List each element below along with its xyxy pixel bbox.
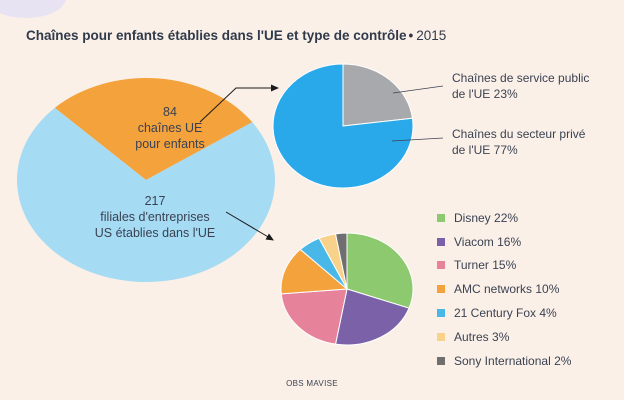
label-private-channels: Chaînes du secteur privé de l'UE 77% (452, 126, 585, 158)
chart-title: Chaînes pour enfants établies dans l'UE … (26, 28, 446, 43)
swatch-viacom (437, 237, 445, 246)
pie-total (17, 78, 276, 283)
us-label-line-2: US établies dans l'UE (94, 226, 216, 240)
legend-item-fox: 21 Century Fox 4% (437, 301, 571, 325)
swatch-amc (437, 285, 445, 294)
arrow-us-to-company-pie (225, 211, 271, 239)
leader-line-prive (391, 137, 444, 142)
ue-channels-label: 84 chaînes UE pour enfants (90, 104, 250, 152)
arrow-head-us (265, 233, 274, 241)
slice-turner (280, 288, 348, 345)
company-legend: Disney 22% Viacom 16% Turner 15% AMC net… (437, 206, 571, 373)
us-subsidiaries-label: 217 filiales d'entreprises US établies d… (60, 193, 250, 241)
slice-public (342, 63, 414, 127)
slice-viacom (334, 288, 410, 346)
arrow-head-ue (271, 84, 279, 92)
legend-item-sony: Sony International 2% (437, 349, 571, 373)
legend-item-viacom: Viacom 16% (437, 230, 571, 254)
arrows (199, 84, 444, 241)
us-count: 217 (144, 194, 166, 208)
title-year: 2015 (416, 28, 447, 43)
legend-label-turner: Turner 15% (454, 258, 517, 273)
legend-label-autres: Autres 3% (454, 329, 510, 344)
ue-label-line-2: pour enfants (135, 137, 205, 151)
title-bullet: • (408, 28, 414, 43)
legend-item-turner: Turner 15% (437, 254, 571, 278)
source-credit: OBS MAVISE (286, 379, 338, 388)
slice-amc (280, 248, 349, 295)
decorative-circle (0, 0, 66, 18)
pie-controle-ue (272, 63, 414, 189)
legend-item-autres: Autres 3% (437, 325, 571, 349)
public-line-1: Chaînes de service public (452, 71, 590, 85)
legend-label-viacom: Viacom 16% (454, 234, 522, 249)
swatch-turner (437, 261, 445, 270)
swatch-sony (437, 356, 445, 365)
title-main: Chaînes pour enfants établies dans l'UE … (26, 28, 407, 43)
slice-disney (346, 232, 414, 309)
legend-label-disney: Disney 22% (454, 210, 519, 225)
slice-sony (334, 232, 348, 290)
swatch-fox (437, 309, 445, 318)
prive-line-2: de l'UE 77% (452, 143, 518, 157)
slice-us (17, 107, 276, 283)
slice-ue (54, 78, 253, 180)
swatch-disney (437, 213, 445, 222)
leader-line-public (392, 85, 444, 94)
legend-label-sony: Sony International 2% (454, 353, 572, 368)
public-line-2: de l'UE 23% (452, 87, 518, 101)
legend-item-amc: AMC networks 10% (437, 277, 571, 301)
ue-label-line-1: chaînes UE (137, 121, 203, 135)
us-label-line-1: filiales d'entreprises (100, 210, 210, 224)
swatch-autres (437, 332, 445, 341)
pie-filiales-us (280, 232, 414, 346)
ue-count: 84 (163, 105, 177, 119)
label-public-channels: Chaînes de service public de l'UE 23% (452, 70, 589, 102)
legend-item-disney: Disney 22% (437, 206, 571, 230)
arrow-ue-to-control-pie (199, 87, 275, 123)
prive-line-1: Chaînes du secteur privé (452, 127, 586, 141)
legend-label-amc: AMC networks 10% (454, 282, 560, 297)
legend-label-fox: 21 Century Fox 4% (454, 306, 557, 321)
slice-prive (272, 63, 414, 189)
